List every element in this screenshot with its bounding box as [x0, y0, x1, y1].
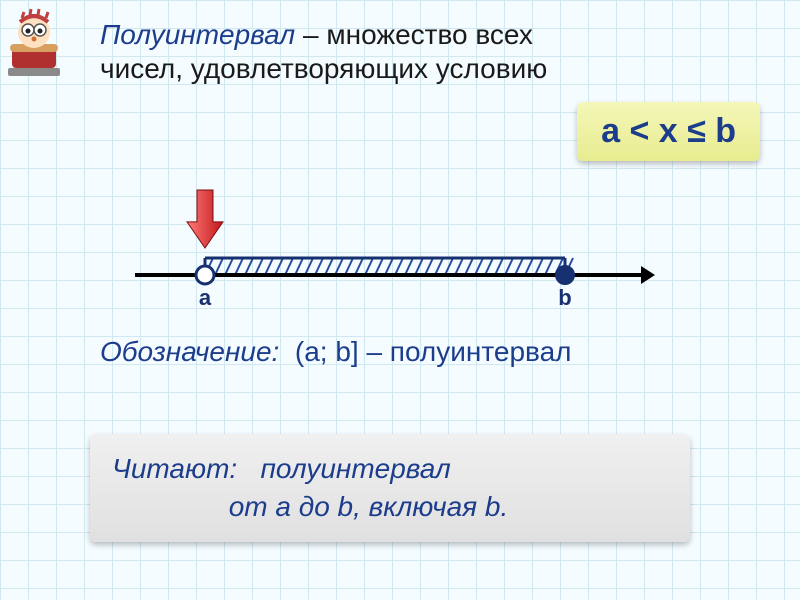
condition-box: a < x ≤ b	[577, 102, 760, 161]
term: Полуинтервал	[100, 19, 295, 50]
read-label: Читают:	[112, 453, 237, 484]
notation-label: Обозначение:	[100, 336, 279, 367]
read-box: Читают: полуинтервал от a до b, включая …	[90, 434, 690, 542]
definition-part1: – множество всех	[295, 19, 533, 50]
title: Полуинтервал – множество всех чисел, удо…	[100, 18, 760, 85]
notation-line: Обозначение: (a; b] – полуинтервал	[100, 336, 572, 368]
svg-text:b: b	[558, 285, 571, 310]
read-line1: полуинтервал	[237, 453, 451, 484]
slide-content: Полуинтервал – множество всех чисел, удо…	[0, 0, 800, 85]
read-line2: от a до b, включая b.	[112, 491, 508, 522]
svg-text:a: a	[199, 285, 212, 310]
definition-part2: чисел, удовлетворяющих условию	[100, 53, 547, 84]
condition-text: a < x ≤ b	[601, 112, 736, 150]
number-line-diagram: ab	[135, 180, 655, 320]
cartoon-avatar	[6, 8, 62, 83]
notation-value: (a; b] – полуинтервал	[279, 336, 571, 367]
